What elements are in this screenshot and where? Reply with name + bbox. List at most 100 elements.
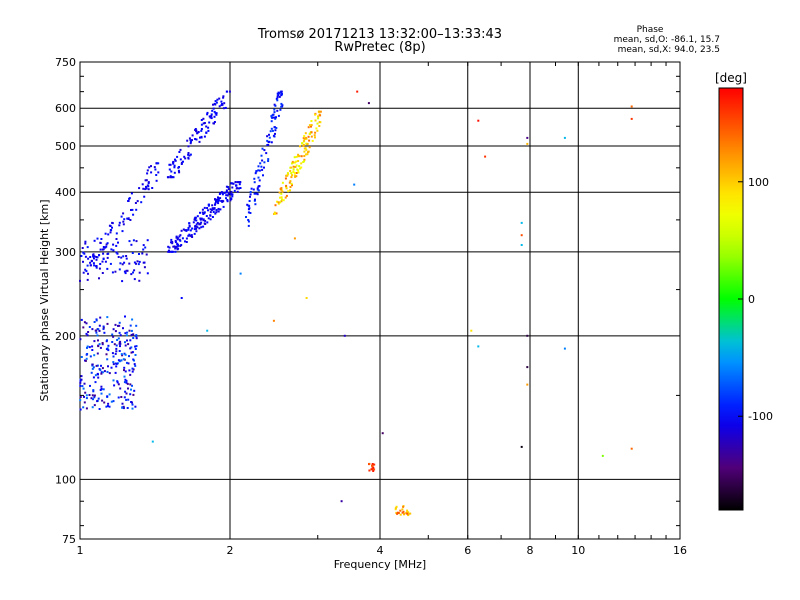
data-point [147,185,150,188]
data-point [119,387,122,390]
data-point [193,232,196,235]
data-point [239,272,242,275]
data-point [230,182,233,185]
data-point [221,193,224,196]
data-point [319,114,322,117]
data-point [356,90,359,93]
data-point [257,165,260,168]
data-point [168,168,171,171]
data-point [134,334,137,337]
data-point [171,242,174,245]
data-point [187,145,190,148]
data-point [281,104,284,107]
data-point [79,279,81,282]
data-point [211,109,214,112]
data-point [172,176,175,179]
data-point [310,124,313,127]
data-point [105,353,108,356]
data-point [124,353,127,356]
data-point [294,166,297,168]
data-point [114,371,117,374]
data-point [118,342,121,345]
data-point [205,215,208,217]
data-point [91,345,94,348]
data-point [394,507,397,510]
data-point [189,139,192,142]
data-point [131,318,134,321]
data-point [142,187,145,190]
data-point [290,176,293,179]
data-point [142,248,145,251]
data-point [172,162,175,165]
data-point [174,159,177,162]
data-point [297,155,300,158]
data-point [235,187,238,190]
data-point [115,347,118,350]
data-point [96,237,99,240]
data-point [470,329,473,332]
data-point [123,396,126,399]
data-point [203,222,206,225]
data-point [406,509,409,512]
data-point [313,134,316,137]
data-point [131,407,134,410]
data-point [399,513,402,516]
x-tick-label: 8 [527,544,534,557]
data-point [112,335,115,338]
data-point [217,197,220,200]
data-point [218,105,221,108]
data-point [526,136,529,139]
data-point [526,142,529,145]
data-point [111,271,114,274]
data-point [206,113,209,116]
data-point [128,355,130,358]
data-point [92,366,95,369]
data-point [119,345,121,348]
data-point [87,272,89,275]
data-point [121,402,124,405]
data-point [200,123,203,126]
data-point [268,136,271,139]
data-point [109,231,112,234]
data-point [231,186,234,189]
data-point [120,396,123,398]
data-point [179,148,182,151]
data-point [212,107,215,110]
data-point [134,348,137,350]
data-point [108,372,111,375]
data-point [99,248,102,251]
data-point [198,223,201,226]
data-point [127,200,130,202]
data-point [138,187,141,190]
data-point [115,238,118,240]
data-point [123,381,126,384]
data-point [273,103,276,106]
data-point [205,131,208,134]
data-point [93,321,96,323]
data-point [236,190,239,193]
data-point [218,97,221,100]
data-point [140,201,143,204]
data-point [132,358,135,361]
data-point [101,367,104,370]
data-point [289,189,291,192]
data-point [133,261,136,264]
data-point [122,212,125,215]
data-point [288,181,291,184]
data-point [305,136,308,139]
data-point [224,106,227,109]
data-point [147,182,150,185]
data-point [180,229,183,232]
data-point [129,373,132,376]
data-point [121,263,124,266]
data-point [176,242,179,245]
data-point [520,221,523,224]
data-point [272,319,275,322]
data-point [131,401,133,404]
data-point [179,245,182,247]
data-point [291,160,294,163]
data-point [285,174,288,177]
data-point [297,171,300,174]
data-point [130,209,132,211]
data-point [107,344,110,347]
